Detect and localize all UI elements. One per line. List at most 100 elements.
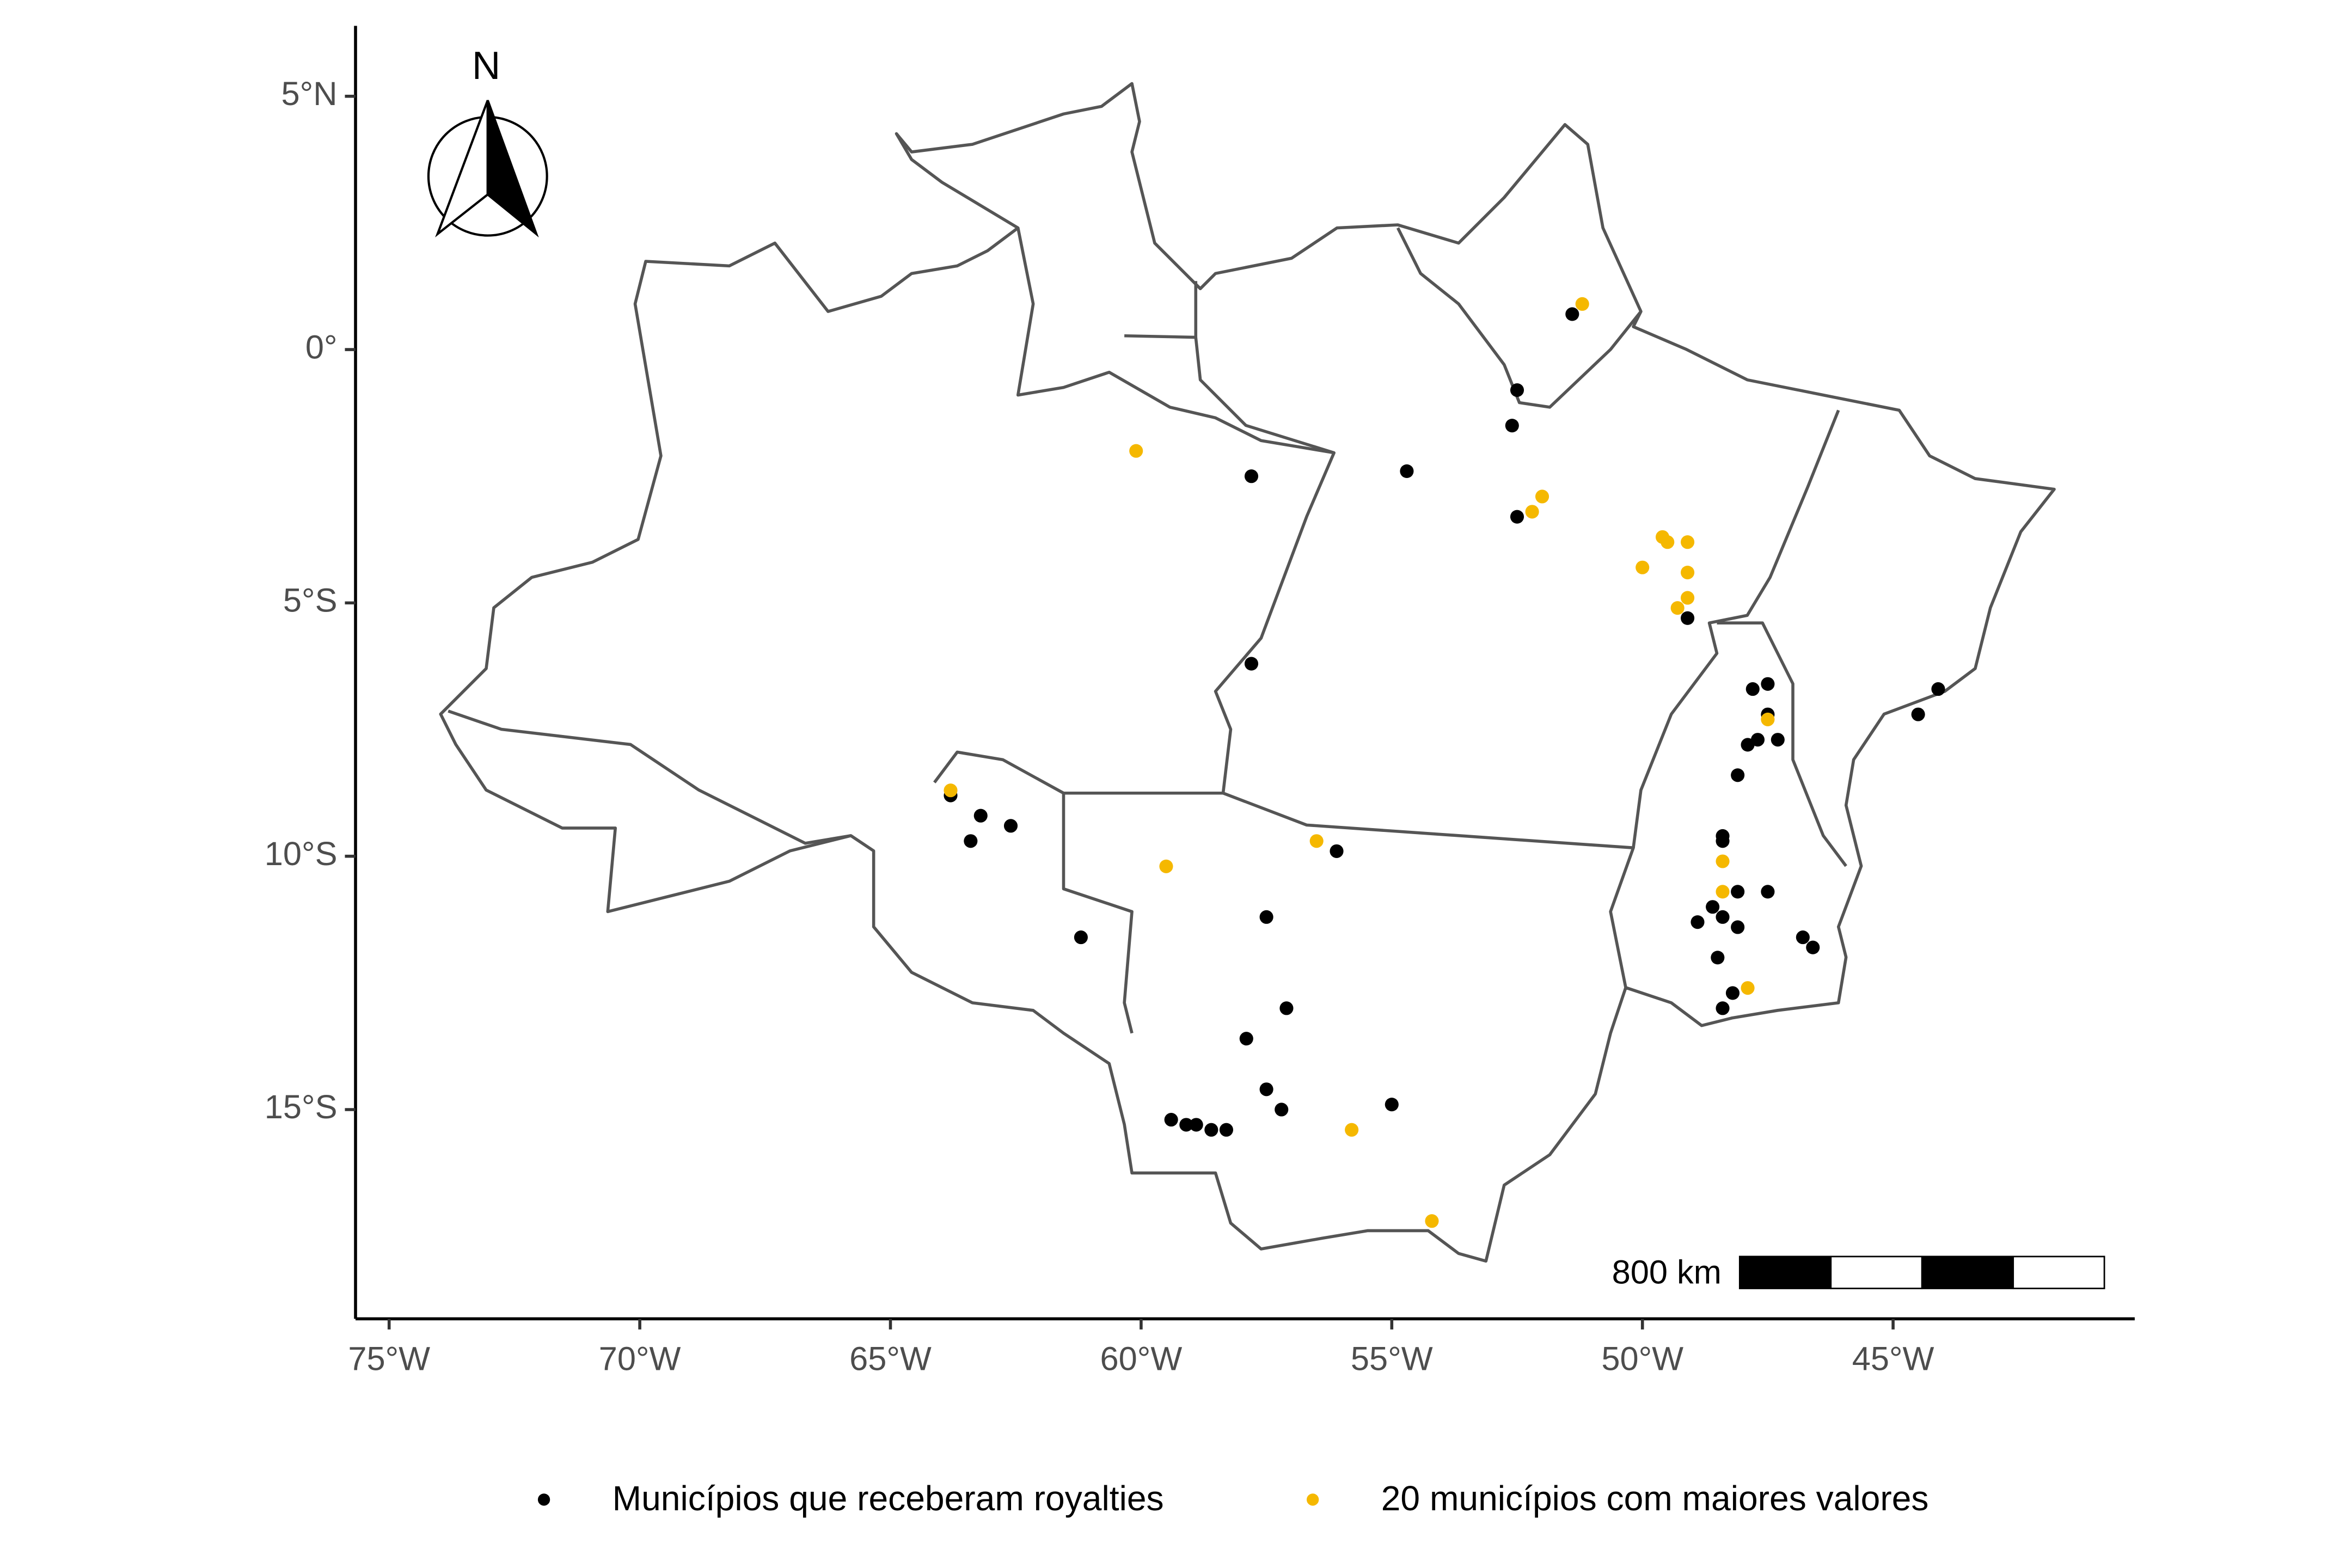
y-tick-label: 5°N xyxy=(281,75,338,113)
municipality-point xyxy=(1761,712,1775,726)
municipality-point xyxy=(1510,383,1524,397)
municipality-point xyxy=(1159,859,1173,873)
north-arrow: N xyxy=(427,44,548,238)
municipality-point xyxy=(1565,307,1579,321)
axes xyxy=(354,26,2135,1321)
scale-segment xyxy=(1830,1255,1923,1289)
state-border xyxy=(1717,621,1847,867)
municipality-point xyxy=(1731,768,1745,782)
scale-bar: 800 km xyxy=(1612,1254,2105,1291)
municipality-point xyxy=(1731,885,1745,899)
municipality-point xyxy=(1164,1113,1178,1127)
municipality-point xyxy=(1806,940,1820,954)
state-border xyxy=(1062,793,1134,1034)
municipality-point xyxy=(1244,469,1259,483)
scale-segment xyxy=(2012,1255,2105,1289)
municipality-point xyxy=(1741,981,1755,995)
municipality-point xyxy=(1535,489,1549,504)
x-tick-label: 55°W xyxy=(1351,1340,1433,1378)
municipality-point xyxy=(1741,738,1755,752)
municipality-point xyxy=(1385,1098,1399,1112)
municipality-point xyxy=(1716,910,1730,924)
municipality-point xyxy=(964,834,978,848)
state-border xyxy=(448,709,852,845)
legend-label: 20 municípios com maiores valores xyxy=(1381,1479,1929,1518)
municipality-point xyxy=(1711,951,1725,965)
state-border xyxy=(1396,227,1643,409)
x-tick-label: 70°W xyxy=(599,1340,681,1378)
state-border xyxy=(1632,409,1840,848)
municipality-point xyxy=(1716,854,1730,868)
municipality-point xyxy=(1716,834,1730,848)
municipality-point xyxy=(1716,885,1730,899)
x-tick-label: 65°W xyxy=(849,1340,932,1378)
x-tick-label: 60°W xyxy=(1100,1340,1183,1378)
y-tick-label: 5°S xyxy=(283,582,338,620)
municipality-point xyxy=(1716,1001,1730,1015)
municipality-point xyxy=(1204,1123,1218,1137)
north-arrow-right xyxy=(486,100,539,238)
x-tick-label: 45°W xyxy=(1852,1340,1934,1378)
municipality-point xyxy=(1575,297,1589,311)
municipality-point xyxy=(1681,535,1695,549)
municipality-point xyxy=(1129,444,1143,458)
y-tick-label: 0° xyxy=(305,328,338,366)
state-border xyxy=(1016,228,1334,455)
municipality-point xyxy=(1670,601,1685,615)
municipality-point xyxy=(1505,419,1519,433)
municipality-point xyxy=(1796,930,1810,945)
municipality-point xyxy=(1761,677,1775,691)
municipality-point xyxy=(1309,834,1324,848)
municipality-point xyxy=(1510,510,1524,524)
municipality-point xyxy=(1761,885,1775,899)
municipality-point xyxy=(1931,682,1945,696)
state-border xyxy=(1222,792,1635,988)
legend-marker xyxy=(1307,1493,1319,1506)
municipality-point xyxy=(1259,1082,1273,1097)
state-border xyxy=(1124,281,1198,339)
municipality-point xyxy=(1259,910,1273,924)
north-label: N xyxy=(472,44,500,88)
municipality-point xyxy=(1681,565,1695,580)
legend-marker xyxy=(537,1493,550,1506)
y-tick-label: 10°S xyxy=(265,835,338,873)
scale-segment xyxy=(1921,1255,2014,1289)
municipality-point xyxy=(1636,560,1650,574)
municipality-point xyxy=(1681,591,1695,605)
municipality-point xyxy=(1681,611,1695,625)
municipality-point xyxy=(1745,682,1760,696)
municipality-point xyxy=(1219,1123,1234,1137)
municipality-point xyxy=(1244,657,1259,671)
municipality-point xyxy=(1275,1102,1289,1117)
municipality-point xyxy=(1911,707,1925,721)
municipality-point xyxy=(1706,900,1720,914)
municipality-point xyxy=(1731,920,1745,934)
municipality-point xyxy=(973,808,988,823)
north-arrow-left xyxy=(435,100,489,238)
municipality-point xyxy=(1330,844,1344,858)
state-border xyxy=(933,750,1223,795)
municipality-point xyxy=(1525,505,1539,519)
municipality-point xyxy=(1003,819,1018,833)
municipality-point xyxy=(1239,1032,1253,1046)
municipality-point xyxy=(1690,915,1705,929)
scale-segment xyxy=(1738,1255,1832,1289)
states xyxy=(439,82,2056,1263)
municipality-point xyxy=(1279,1001,1294,1015)
municipality-point xyxy=(1725,986,1740,1000)
municipality-point xyxy=(1425,1214,1439,1228)
legend-label: Municípios que receberam royalties xyxy=(612,1479,1164,1518)
municipality-point xyxy=(944,783,958,798)
municipality-point xyxy=(1400,464,1414,478)
x-tick-label: 75°W xyxy=(348,1340,430,1378)
municipality-point xyxy=(1179,1118,1193,1132)
municipality-point xyxy=(1345,1123,1359,1137)
municipality-point xyxy=(1771,733,1785,747)
scale-label: 800 km xyxy=(1612,1254,1722,1291)
municipality-point xyxy=(1074,930,1088,945)
state-border xyxy=(1194,337,1336,794)
region-outline xyxy=(439,82,2056,1263)
x-tick-label: 50°W xyxy=(1601,1340,1683,1378)
y-tick-label: 15°S xyxy=(265,1088,338,1126)
